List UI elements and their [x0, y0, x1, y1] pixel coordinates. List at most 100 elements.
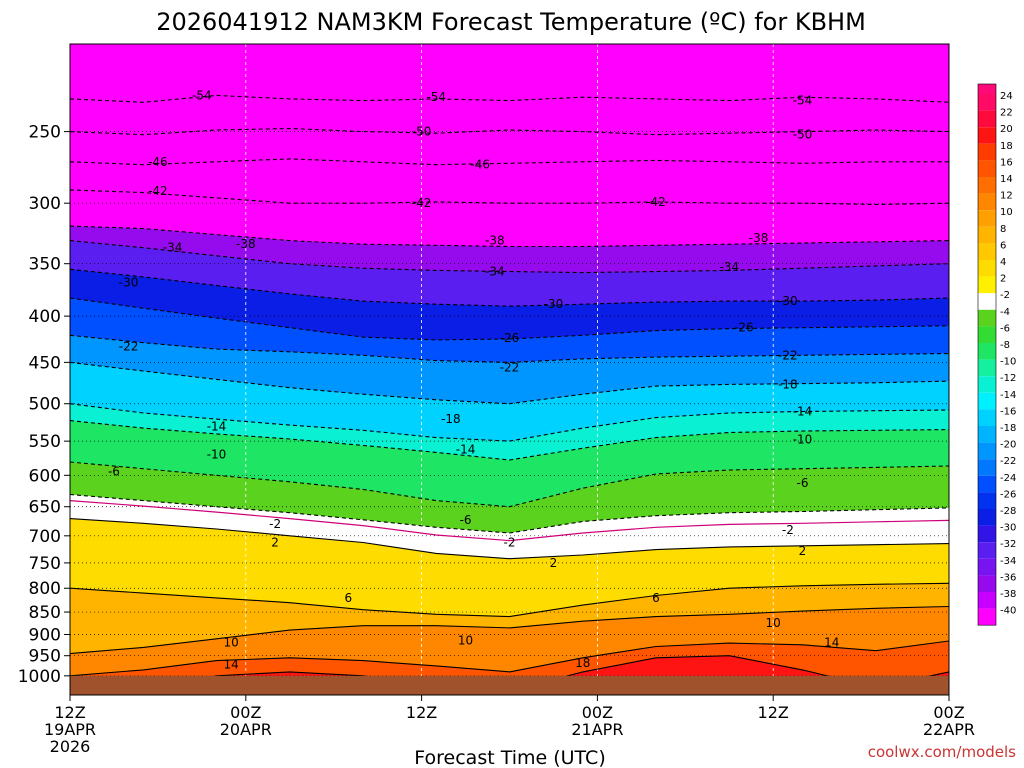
colorbar-tick-label: -38 [1000, 589, 1016, 600]
colorbar-tick-label: -4 [1000, 307, 1010, 318]
contour-label: -14 [207, 420, 227, 434]
colorbar-swatch [978, 293, 996, 310]
colorbar-swatch [978, 210, 996, 227]
contour-label: -10 [207, 447, 227, 461]
y-tick-label: 650 [29, 498, 61, 518]
colorbar-swatch [978, 84, 996, 94]
contour-label: -30 [778, 294, 798, 308]
contour-label: -54 [192, 88, 212, 102]
colorbar-swatch [978, 243, 996, 260]
colorbar-tick-label: -26 [1000, 489, 1016, 500]
contour-label: 14 [824, 635, 839, 649]
isotherm-line [70, 268, 949, 307]
colorbar-swatch [978, 409, 996, 426]
contour-label: -2 [782, 523, 794, 537]
colorbar-swatch [978, 592, 996, 609]
y-tick-label: 1000 [18, 667, 61, 687]
colorbar-swatch [978, 127, 996, 144]
colorbar-swatch [978, 475, 996, 493]
y-tick-label: 950 [29, 647, 61, 667]
colorbar-frame [977, 83, 997, 626]
y-tick-label: 850 [29, 603, 61, 623]
y-tick-label: 350 [29, 255, 61, 275]
contour-label: -46 [470, 158, 490, 172]
y-tick-label: 550 [29, 432, 61, 452]
chart-title: 2026041912 NAM3KM Forecast Temperature (… [156, 8, 866, 36]
colorbar-swatch [978, 575, 996, 592]
surface-ground [70, 675, 949, 695]
contour-label: -14 [793, 404, 813, 418]
contour-label: -6 [108, 464, 120, 478]
contour-label: -18 [441, 412, 461, 426]
colorbar-tick-label: 8 [1000, 224, 1006, 235]
contour-label: -6 [460, 513, 472, 527]
freezing-line [70, 500, 949, 542]
colorbar-swatch [978, 376, 996, 393]
y-tick-label: 400 [29, 307, 61, 327]
colorbar-tick-label: 22 [1000, 108, 1013, 119]
colorbar-swatch [978, 110, 996, 128]
colorbar-tick-label: 4 [1000, 257, 1006, 268]
x-tick-label: 2026 [50, 737, 91, 756]
colorbar-tick-label: -6 [1000, 323, 1010, 334]
colorbar-tick-label: -28 [1000, 506, 1016, 517]
colorbar-tick-label: 18 [1000, 141, 1013, 152]
colorbar-tick-label: -2 [1000, 290, 1010, 301]
colorbar-tick-label: -32 [1000, 539, 1016, 550]
colorbar: 24 22 20 18 16 14 12 10 8 6 4 2 -2 -4 -6 -8 -10 -12 -14 -16… [977, 83, 1016, 626]
x-tick-label: 21APR [571, 720, 623, 739]
plot-area: -54 -54 -54 -50 -50 -46 -46 -42 -42 -42 -38 -38 -38 -… [70, 44, 949, 695]
colorbar-tick-label: -18 [1000, 423, 1016, 434]
colorbar-swatch [978, 193, 996, 211]
y-tick-label: 900 [29, 625, 61, 645]
y-tick-label: 300 [29, 194, 61, 214]
y-tick-label: 500 [29, 395, 61, 415]
contour-label: -54 [426, 90, 446, 104]
x-tick-label: 20APR [220, 720, 272, 739]
isotherm-line [70, 461, 949, 508]
contour-label: -38 [236, 237, 256, 251]
colorbar-swatch [978, 260, 996, 277]
colorbar-swatch [978, 426, 996, 443]
y-tick-label: 250 [29, 123, 61, 143]
colorbar-tick-label: -20 [1000, 440, 1016, 451]
colorbar-tick-label: -8 [1000, 340, 1010, 351]
colorbar-swatch [978, 492, 996, 509]
colorbar-tick-label: -12 [1000, 373, 1016, 384]
colorbar-swatch [978, 143, 996, 161]
contour-label: -42 [646, 195, 666, 209]
isotherm-line [70, 403, 949, 442]
credit-text: coolwx.com/models [868, 743, 1016, 761]
isotherm-line [70, 518, 949, 560]
contour-label: -50 [793, 128, 813, 142]
colorbar-swatch [978, 343, 996, 360]
y-tick-label: 450 [29, 353, 61, 373]
colorbar-swatch [978, 326, 996, 343]
contour-label: 14 [224, 658, 239, 672]
colorbar-swatch [978, 542, 996, 559]
x-tick-label: 12Z [54, 703, 85, 722]
isotherm-line [70, 420, 949, 461]
colorbar-swatch [978, 226, 996, 244]
y-tick-label: 800 [29, 579, 61, 599]
colorbar-tick-label: -16 [1000, 406, 1016, 417]
colorbar-swatch [978, 509, 996, 526]
x-tick-label: 00Z [933, 703, 964, 722]
contour-label: -2 [504, 535, 516, 549]
y-tick-label: 750 [29, 554, 61, 574]
colorbar-tick-label: -22 [1000, 456, 1016, 467]
contour-label: -34 [163, 241, 183, 255]
y-tick-label: 700 [29, 527, 61, 547]
colorbar-swatch [978, 309, 996, 327]
contour-label: -22 [119, 339, 139, 353]
contour-label: -38 [749, 231, 769, 245]
colorbar-swatch [978, 525, 996, 543]
colorbar-swatch [978, 177, 996, 194]
contour-label: 18 [575, 656, 590, 670]
contour-label: -46 [148, 155, 168, 169]
y-tick-label: 600 [29, 466, 61, 486]
contour-label: -10 [793, 433, 813, 447]
colorbar-tick-label: -40 [1000, 606, 1016, 617]
colorbar-swatch [978, 94, 996, 111]
contour-label: -34 [485, 264, 505, 278]
